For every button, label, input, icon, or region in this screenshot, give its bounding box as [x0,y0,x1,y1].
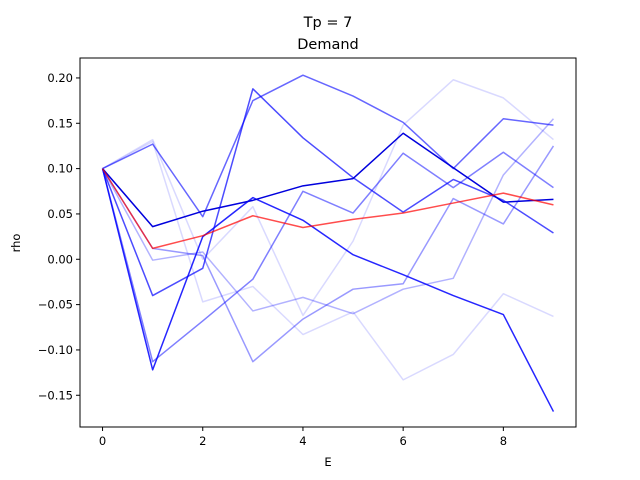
x-tick-label: 8 [500,434,507,448]
x-tick-label: 6 [399,434,406,448]
y-tick-label: 0.20 [47,71,73,85]
series-line-3 [101,118,555,315]
y-tick-label: 0.00 [47,252,73,266]
y-axis: −0.15 −0.10 −0.05 0.00 0.05 0.10 0.15 0.20 [38,71,80,402]
series-line-5 [101,151,554,363]
series-layer [101,74,555,412]
chart-title: Tp = 7 [303,15,353,31]
y-axis-label: rho [9,234,23,253]
x-axis-label: E [324,455,331,469]
x-axis: 0 2 4 6 8 [99,427,507,448]
x-tick-label: 0 [99,434,106,448]
x-tick-label: 4 [299,434,306,448]
series-line-9 [101,132,554,228]
series-line-6 [102,74,554,218]
series-line-8 [101,168,555,412]
series-line-4 [101,145,555,363]
series-line-10 [101,168,554,250]
series-line-7 [101,88,554,297]
y-tick-label: 0.15 [47,116,73,130]
y-tick-label: −0.10 [38,343,73,357]
plot-frame [79,57,577,428]
chart-subtitle: Demand [297,37,359,53]
x-tick-label: 2 [199,434,206,448]
y-tick-label: 0.05 [47,207,73,221]
y-tick-label: 0.10 [47,162,73,176]
series-line-2 [102,79,554,317]
y-tick-label: −0.15 [38,388,73,402]
y-tick-label: −0.05 [38,298,73,312]
series-line-1 [102,140,554,381]
